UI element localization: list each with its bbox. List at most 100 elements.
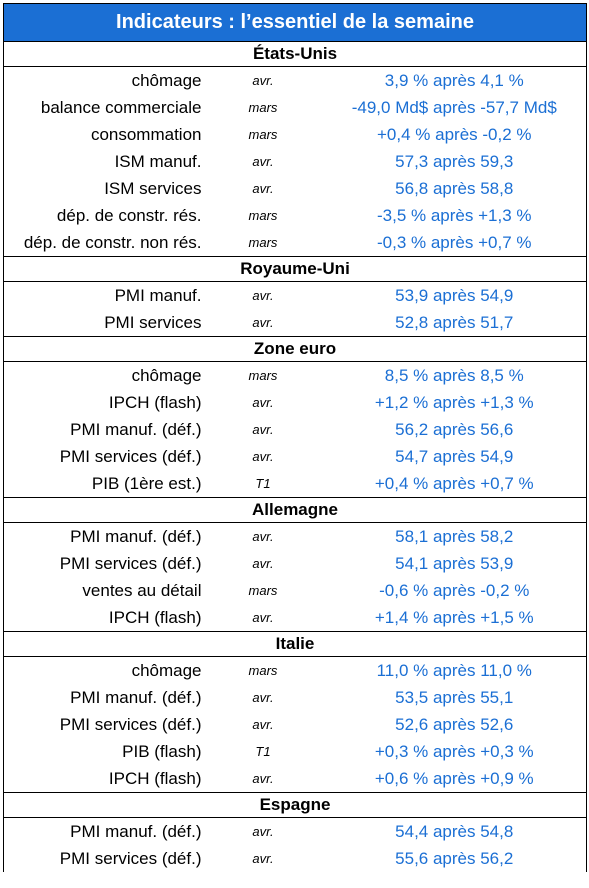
indicator-value: -0,3 % après +0,7 % (377, 232, 532, 252)
indicator-value: 8,5 % après 8,5 % (384, 365, 524, 385)
indicator-label: ISM manuf. (114, 151, 202, 171)
indicators-table-container: Indicateurs : l’essentiel de la semaine … (2, 3, 588, 872)
indicator-period: avr. (252, 610, 274, 625)
indicator-label: PMI services (104, 312, 202, 332)
indicator-label: IPCH (flash) (108, 768, 202, 788)
indicator-period: avr. (252, 181, 274, 196)
indicators-table: Indicateurs : l’essentiel de la semaine … (2, 3, 588, 872)
indicator-label: ventes au détail (82, 580, 202, 600)
indicator-value: 54,1 après 53,9 (395, 553, 514, 573)
table-title-row: Indicateurs : l’essentiel de la semaine (2, 3, 588, 42)
table-row: IPCH (flash) avr. +1,4 % après +1,5 % (4, 604, 587, 632)
indicator-label: dép. de constr. rés. (56, 205, 202, 225)
section-group: Italie chômage mars 11,0 % après 11,0 % PMI … (2, 631, 588, 793)
indicator-value: 11,0 % après 11,0 % (376, 660, 532, 680)
indicator-period: avr. (252, 529, 274, 544)
table-title: Indicateurs : l’essentiel de la semaine (2, 3, 588, 42)
table-row: PMI services avr. 52,8 après 51,7 (4, 309, 587, 337)
table-row: IPCH (flash) avr. +0,6 % après +0,9 % (4, 765, 587, 793)
indicator-value: -3,5 % après +1,3 % (377, 205, 532, 225)
indicator-label: PMI services (déf.) (59, 553, 202, 573)
indicator-value: +0,3 % après +0,3 % (374, 741, 534, 761)
indicator-label: chômage (131, 70, 202, 90)
indicator-label: PIB (flash) (122, 741, 202, 761)
indicator-label: ISM services (104, 178, 202, 198)
table-row: ISM manuf. avr. 57,3 après 59,3 (4, 148, 587, 175)
table-row: consommation mars +0,4 % après -0,2 % (4, 121, 587, 148)
indicator-label: PMI manuf. (déf.) (70, 526, 202, 546)
indicator-label: PMI services (déf.) (59, 446, 202, 466)
indicator-label: PMI manuf. (114, 285, 202, 305)
table-row: PIB (flash) T1 +0,3 % après +0,3 % (4, 738, 587, 765)
indicator-value: 54,7 après 54,9 (395, 446, 514, 466)
indicator-period: avr. (252, 851, 274, 866)
table-row: PMI manuf. (déf.) avr. 53,5 après 55,1 (4, 684, 587, 711)
table-row: PMI services (déf.) avr. 55,6 après 56,2 (4, 845, 587, 872)
section-group: Zone euro chômage mars 8,5 % après 8,5 % IPC… (2, 336, 588, 498)
indicator-period: avr. (252, 717, 274, 732)
indicator-period: mars (248, 100, 278, 115)
indicator-value: +1,2 % après +1,3 % (374, 392, 534, 412)
indicator-value: -49,0 Md$ après -57,7 Md$ (351, 97, 557, 117)
indicator-value: 3,9 % après 4,1 % (384, 70, 524, 90)
table-row: chômage mars 8,5 % après 8,5 % (4, 362, 587, 390)
indicator-label: PMI services (déf.) (59, 848, 202, 868)
table-row: IPCH (flash) avr. +1,2 % après +1,3 % (4, 389, 587, 416)
indicator-label: IPCH (flash) (108, 607, 202, 627)
table-row: PMI manuf. (déf.) avr. 56,2 après 56,6 (4, 416, 587, 443)
table-row: chômage mars 11,0 % après 11,0 % (4, 657, 587, 685)
indicator-label: PMI manuf. (déf.) (70, 419, 202, 439)
indicator-period: avr. (252, 288, 274, 303)
section-group: Royaume-Uni PMI manuf. avr. 53,9 après 54,9… (2, 256, 588, 337)
table-row: dép. de constr. rés. mars -3,5 % après +1,… (4, 202, 587, 229)
indicator-value: 54,4 après 54,8 (395, 821, 514, 841)
indicator-period: mars (248, 368, 278, 383)
section-group: Espagne PMI manuf. (déf.) avr. 54,4 après 5… (2, 792, 588, 872)
indicator-label: dép. de constr. non rés. (23, 232, 202, 252)
section-header-row: Espagne (2, 792, 588, 818)
table-row: PMI manuf. avr. 53,9 après 54,9 (4, 282, 587, 310)
table-row: PMI services (déf.) avr. 52,6 après 52,6 (4, 711, 587, 738)
section-title: Espagne (2, 792, 588, 818)
section-title: Italie (2, 631, 588, 657)
indicator-label: PIB (1ère est.) (91, 473, 202, 493)
indicator-value: +0,6 % après +0,9 % (374, 768, 534, 788)
table-row: PMI manuf. (déf.) avr. 54,4 après 54,8 (4, 818, 587, 846)
indicator-period: avr. (252, 422, 274, 437)
indicator-period: mars (248, 127, 278, 142)
indicator-value: 53,9 après 54,9 (395, 285, 514, 305)
section-header-row: Allemagne (2, 497, 588, 523)
indicator-period: mars (248, 663, 278, 678)
indicator-period: avr. (252, 73, 274, 88)
indicator-period: avr. (252, 556, 274, 571)
indicator-label: chômage (131, 660, 202, 680)
indicator-value: 56,2 après 56,6 (395, 419, 514, 439)
section-title: Allemagne (2, 497, 588, 523)
indicator-period: avr. (252, 395, 274, 410)
section-title: Zone euro (2, 336, 588, 362)
section-header-row: Royaume-Uni (2, 256, 588, 282)
indicator-value: 58,1 après 58,2 (395, 526, 514, 546)
table-row: ventes au détail mars -0,6 % après -0,2 % (4, 577, 587, 604)
indicator-label: PMI services (déf.) (59, 714, 202, 734)
indicator-value: 52,6 après 52,6 (395, 714, 514, 734)
section-header-row: Italie (2, 631, 588, 657)
table-row: balance commerciale mars -49,0 Md$ après -… (4, 94, 587, 121)
table-row: PMI services (déf.) avr. 54,7 après 54,9 (4, 443, 587, 470)
indicator-value: 57,3 après 59,3 (395, 151, 514, 171)
section-header-row: États-Unis (2, 41, 588, 67)
indicator-label: balance commerciale (40, 97, 202, 117)
indicator-value: -0,6 % après -0,2 % (379, 580, 530, 600)
section-title: États-Unis (2, 41, 588, 67)
table-row: PMI manuf. (déf.) avr. 58,1 après 58,2 (4, 523, 587, 551)
indicator-value: 52,8 après 51,7 (395, 312, 514, 332)
section-title: Royaume-Uni (2, 256, 588, 282)
table-row: PIB (1ère est.) T1 +0,4 % après +0,7 % (4, 470, 587, 498)
indicator-period: avr. (252, 449, 274, 464)
indicator-period: avr. (252, 154, 274, 169)
indicator-label: consommation (90, 124, 202, 144)
indicator-period: avr. (252, 824, 274, 839)
indicator-value: +0,4 % après +0,7 % (374, 473, 534, 493)
indicator-value: +1,4 % après +1,5 % (374, 607, 534, 627)
indicator-label: PMI manuf. (déf.) (70, 687, 202, 707)
